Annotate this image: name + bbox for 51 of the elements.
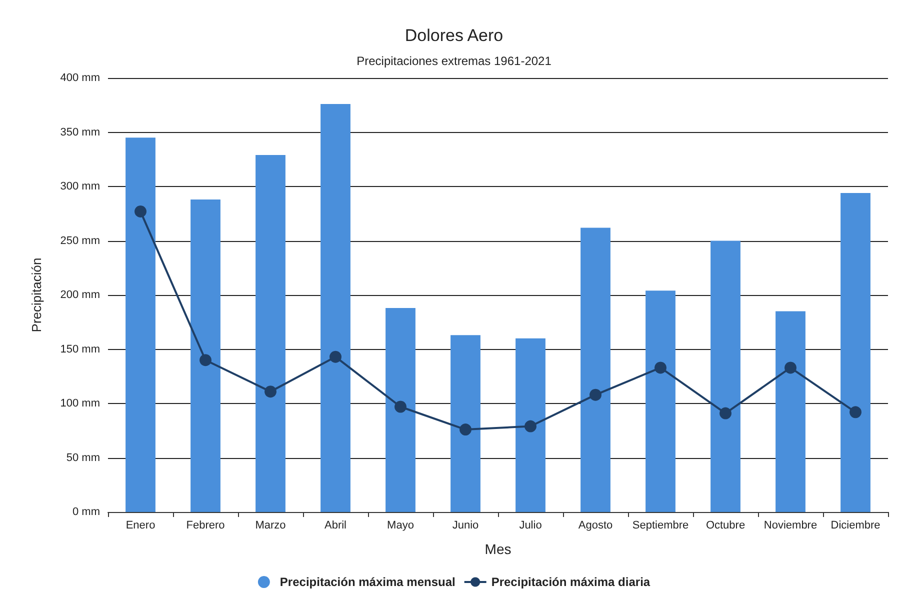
point xyxy=(590,388,602,401)
point xyxy=(134,205,146,218)
y-tick-label: 250 mm xyxy=(60,234,100,247)
point xyxy=(720,407,732,420)
point xyxy=(200,354,212,366)
chart-title: Dolores Aero xyxy=(404,26,504,45)
legend-label: Precipitación máxima diaria xyxy=(491,575,650,589)
bar xyxy=(776,311,806,512)
x-axis-title: Mes xyxy=(484,541,512,557)
point xyxy=(264,386,276,398)
chart-subtitle: Precipitaciones extremas 1961-2021 xyxy=(356,54,552,68)
bar xyxy=(190,200,220,512)
bar xyxy=(450,335,480,512)
point xyxy=(524,420,536,432)
y-tick-label: 150 mm xyxy=(60,343,100,356)
bar xyxy=(320,104,350,512)
x-tick-label: Marzo xyxy=(255,520,286,532)
y-axis-title: Precipitación xyxy=(29,258,44,332)
bar xyxy=(256,155,286,512)
x-tick-label: Abril xyxy=(324,520,347,532)
point xyxy=(394,400,406,413)
bar xyxy=(126,138,156,512)
point xyxy=(654,362,666,374)
point xyxy=(850,406,862,418)
x-tick-label: Octubre xyxy=(706,520,746,532)
x-tick-label: Mayo xyxy=(387,520,414,532)
x-tick-label: Agosto xyxy=(578,520,613,532)
point xyxy=(460,424,472,436)
x-tick-label: Septiembre xyxy=(632,520,689,532)
bar xyxy=(840,193,870,512)
x-tick-label: Noviembre xyxy=(764,520,818,532)
bar xyxy=(386,308,416,512)
y-tick-label: 100 mm xyxy=(60,398,100,410)
bar xyxy=(516,338,546,512)
x-tick-label: Diciembre xyxy=(830,520,880,532)
y-tick-label: 400 mm xyxy=(60,72,100,84)
y-tick-label: 300 mm xyxy=(60,180,100,192)
x-tick-label: Enero xyxy=(126,520,156,532)
x-tick-label: Junio xyxy=(452,520,479,532)
x-tick-label: Julio xyxy=(519,520,542,532)
y-tick-label: 350 mm xyxy=(60,126,100,138)
bar xyxy=(580,228,610,512)
bar xyxy=(646,290,676,512)
point xyxy=(330,350,342,363)
y-tick-label: 200 mm xyxy=(60,289,100,301)
bar xyxy=(710,240,740,512)
legend-label: Precipitación máxima mensual xyxy=(280,575,456,589)
y-tick-label: 50 mm xyxy=(66,452,100,464)
point xyxy=(784,362,796,374)
y-tick-label: 0 mm xyxy=(72,506,100,518)
x-tick-label: Febrero xyxy=(186,520,225,532)
